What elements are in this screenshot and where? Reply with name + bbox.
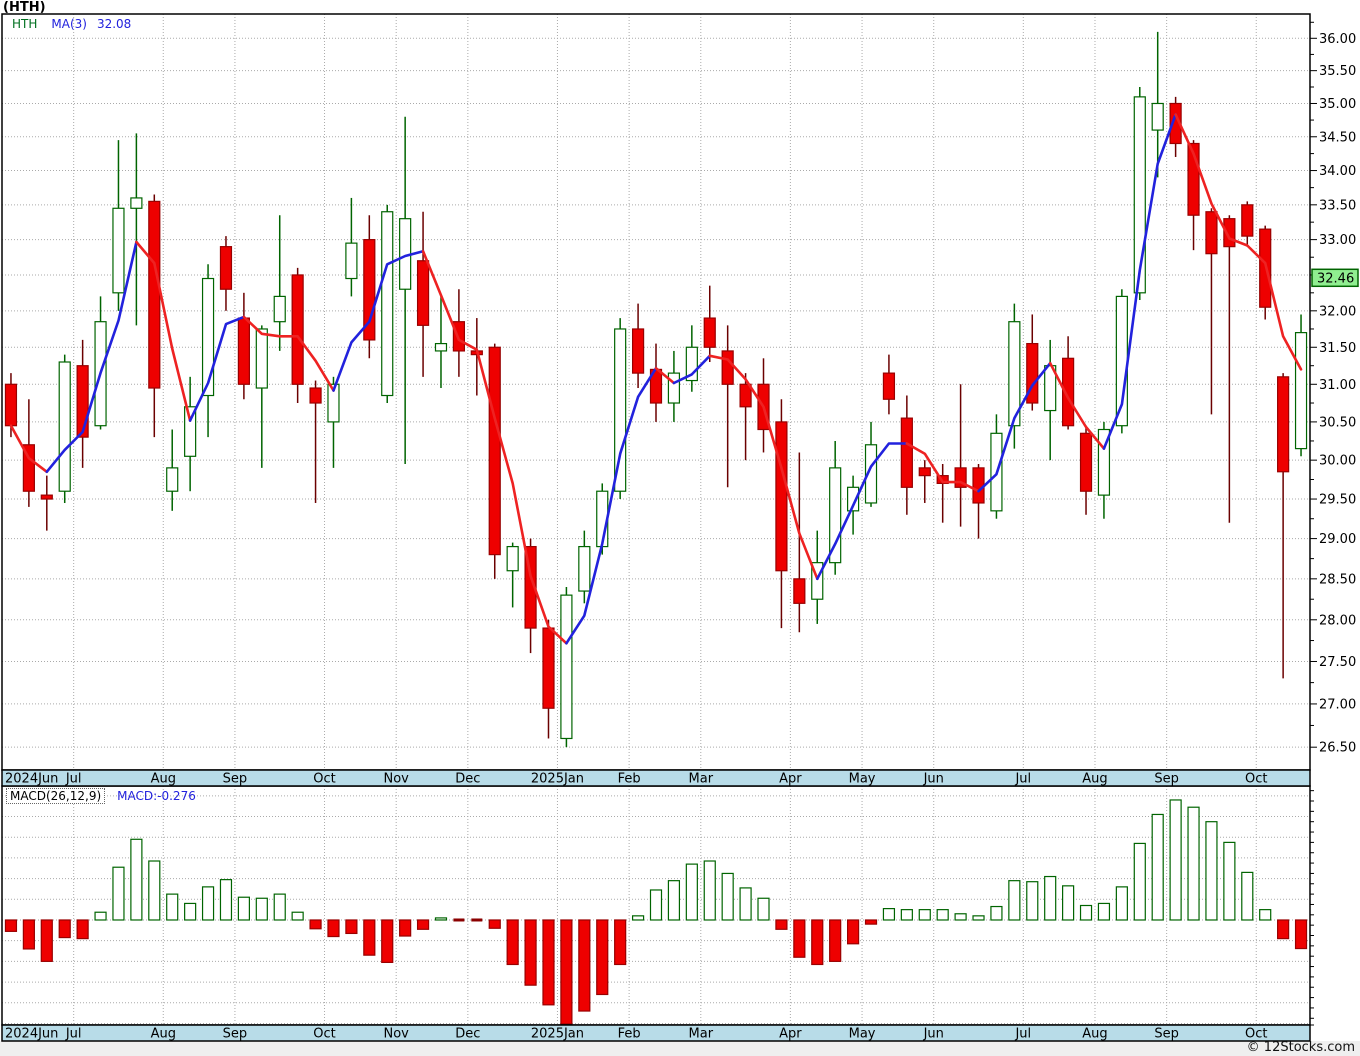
- candles-group: [4, 31, 1308, 748]
- svg-text:Mar: Mar: [689, 1027, 714, 1042]
- svg-text:35.50: 35.50: [1319, 64, 1356, 79]
- watermark: © 12Stocks.com: [1246, 1040, 1355, 1055]
- price-axis-labels: 36.0035.5035.0034.5034.0033.5033.0032.50…: [1310, 21, 1356, 756]
- svg-text:30.00: 30.00: [1319, 454, 1356, 469]
- panel-backgrounds: [0, 1041, 1360, 1056]
- svg-text:Dec: Dec: [455, 772, 480, 787]
- ma-label: MA(3): [51, 17, 87, 31]
- svg-text:2024Jun: 2024Jun: [5, 772, 58, 787]
- svg-text:Nov: Nov: [384, 772, 410, 787]
- svg-text:2025Jan: 2025Jan: [531, 772, 584, 787]
- svg-text:Oct: Oct: [1245, 772, 1267, 787]
- chart-title: (HTH): [3, 0, 46, 15]
- svg-text:27.50: 27.50: [1319, 655, 1356, 670]
- svg-text:34.50: 34.50: [1319, 130, 1356, 145]
- svg-text:31.00: 31.00: [1319, 378, 1356, 393]
- svg-text:Aug: Aug: [151, 772, 176, 787]
- svg-text:Oct: Oct: [1245, 1027, 1267, 1042]
- svg-text:Mar: Mar: [689, 772, 714, 787]
- svg-text:33.00: 33.00: [1319, 233, 1356, 248]
- last-price-tag: 32.46: [1311, 268, 1359, 288]
- svg-text:Oct: Oct: [313, 772, 335, 787]
- month-axis-top: 2024Jun Jul Aug Sep Oct Nov Dec 2025Jan Feb Mar Ap…: [1, 769, 1311, 787]
- svg-text:Jun: Jun: [923, 772, 944, 787]
- svg-text:26.50: 26.50: [1319, 741, 1356, 756]
- svg-text:Feb: Feb: [618, 772, 641, 787]
- svg-text:Feb: Feb: [618, 1027, 641, 1042]
- svg-text:28.50: 28.50: [1319, 572, 1356, 587]
- svg-text:2024Jun: 2024Jun: [5, 1027, 58, 1042]
- svg-text:Oct: Oct: [313, 1027, 335, 1042]
- svg-text:35.00: 35.00: [1319, 97, 1356, 112]
- svg-text:2025Jan: 2025Jan: [531, 1027, 584, 1042]
- svg-text:29.50: 29.50: [1319, 493, 1356, 508]
- macd-axis-labels: [1310, 790, 1314, 1026]
- svg-text:Jul: Jul: [65, 1027, 82, 1042]
- ma-value: 32.08: [96, 17, 132, 31]
- svg-text:32.00: 32.00: [1319, 304, 1356, 319]
- ma-line-group: [9, 113, 1303, 645]
- macd-params-label: MACD(26,12,9): [6, 788, 106, 804]
- svg-text:34.00: 34.00: [1319, 164, 1356, 179]
- svg-text:Sep: Sep: [223, 1027, 248, 1042]
- svg-text:Apr: Apr: [779, 772, 802, 787]
- svg-text:Jul: Jul: [65, 772, 82, 787]
- month-axis-bottom: 2024Jun Jul Aug Sep Oct Nov Dec 2025Jan Feb Mar Ap…: [1, 1024, 1311, 1042]
- svg-text:36.00: 36.00: [1319, 32, 1356, 47]
- svg-text:32.46: 32.46: [1317, 271, 1354, 286]
- svg-text:28.00: 28.00: [1319, 613, 1356, 628]
- svg-text:Sep: Sep: [1154, 1027, 1179, 1042]
- macd-legend: MACD(26,12,9) MACD:-0.276: [6, 788, 196, 804]
- svg-text:30.50: 30.50: [1319, 415, 1356, 430]
- svg-text:May: May: [849, 1027, 876, 1042]
- macd-value-label: MACD:-0.276: [117, 789, 196, 803]
- svg-text:Dec: Dec: [455, 1027, 480, 1042]
- macd-histogram-group: [4, 799, 1308, 1025]
- main-chart-legend: HTH MA(3) 32.08: [12, 17, 131, 31]
- svg-text:Jul: Jul: [1014, 772, 1031, 787]
- svg-text:33.50: 33.50: [1319, 198, 1356, 213]
- symbol-label: HTH: [12, 17, 38, 31]
- svg-text:Sep: Sep: [223, 772, 248, 787]
- svg-text:Aug: Aug: [151, 1027, 176, 1042]
- svg-text:Jun: Jun: [923, 1027, 944, 1042]
- grid-group: [2, 14, 1310, 1025]
- svg-text:Sep: Sep: [1154, 772, 1179, 787]
- svg-text:Nov: Nov: [384, 1027, 410, 1042]
- svg-text:29.00: 29.00: [1319, 532, 1356, 547]
- svg-text:Apr: Apr: [779, 1027, 802, 1042]
- svg-text:Aug: Aug: [1082, 772, 1107, 787]
- svg-text:31.50: 31.50: [1319, 341, 1356, 356]
- svg-text:Aug: Aug: [1082, 1027, 1107, 1042]
- panel-frames: [1, 13, 1311, 1026]
- svg-text:27.00: 27.00: [1319, 697, 1356, 712]
- svg-text:Jul: Jul: [1014, 1027, 1031, 1042]
- svg-text:May: May: [849, 772, 876, 787]
